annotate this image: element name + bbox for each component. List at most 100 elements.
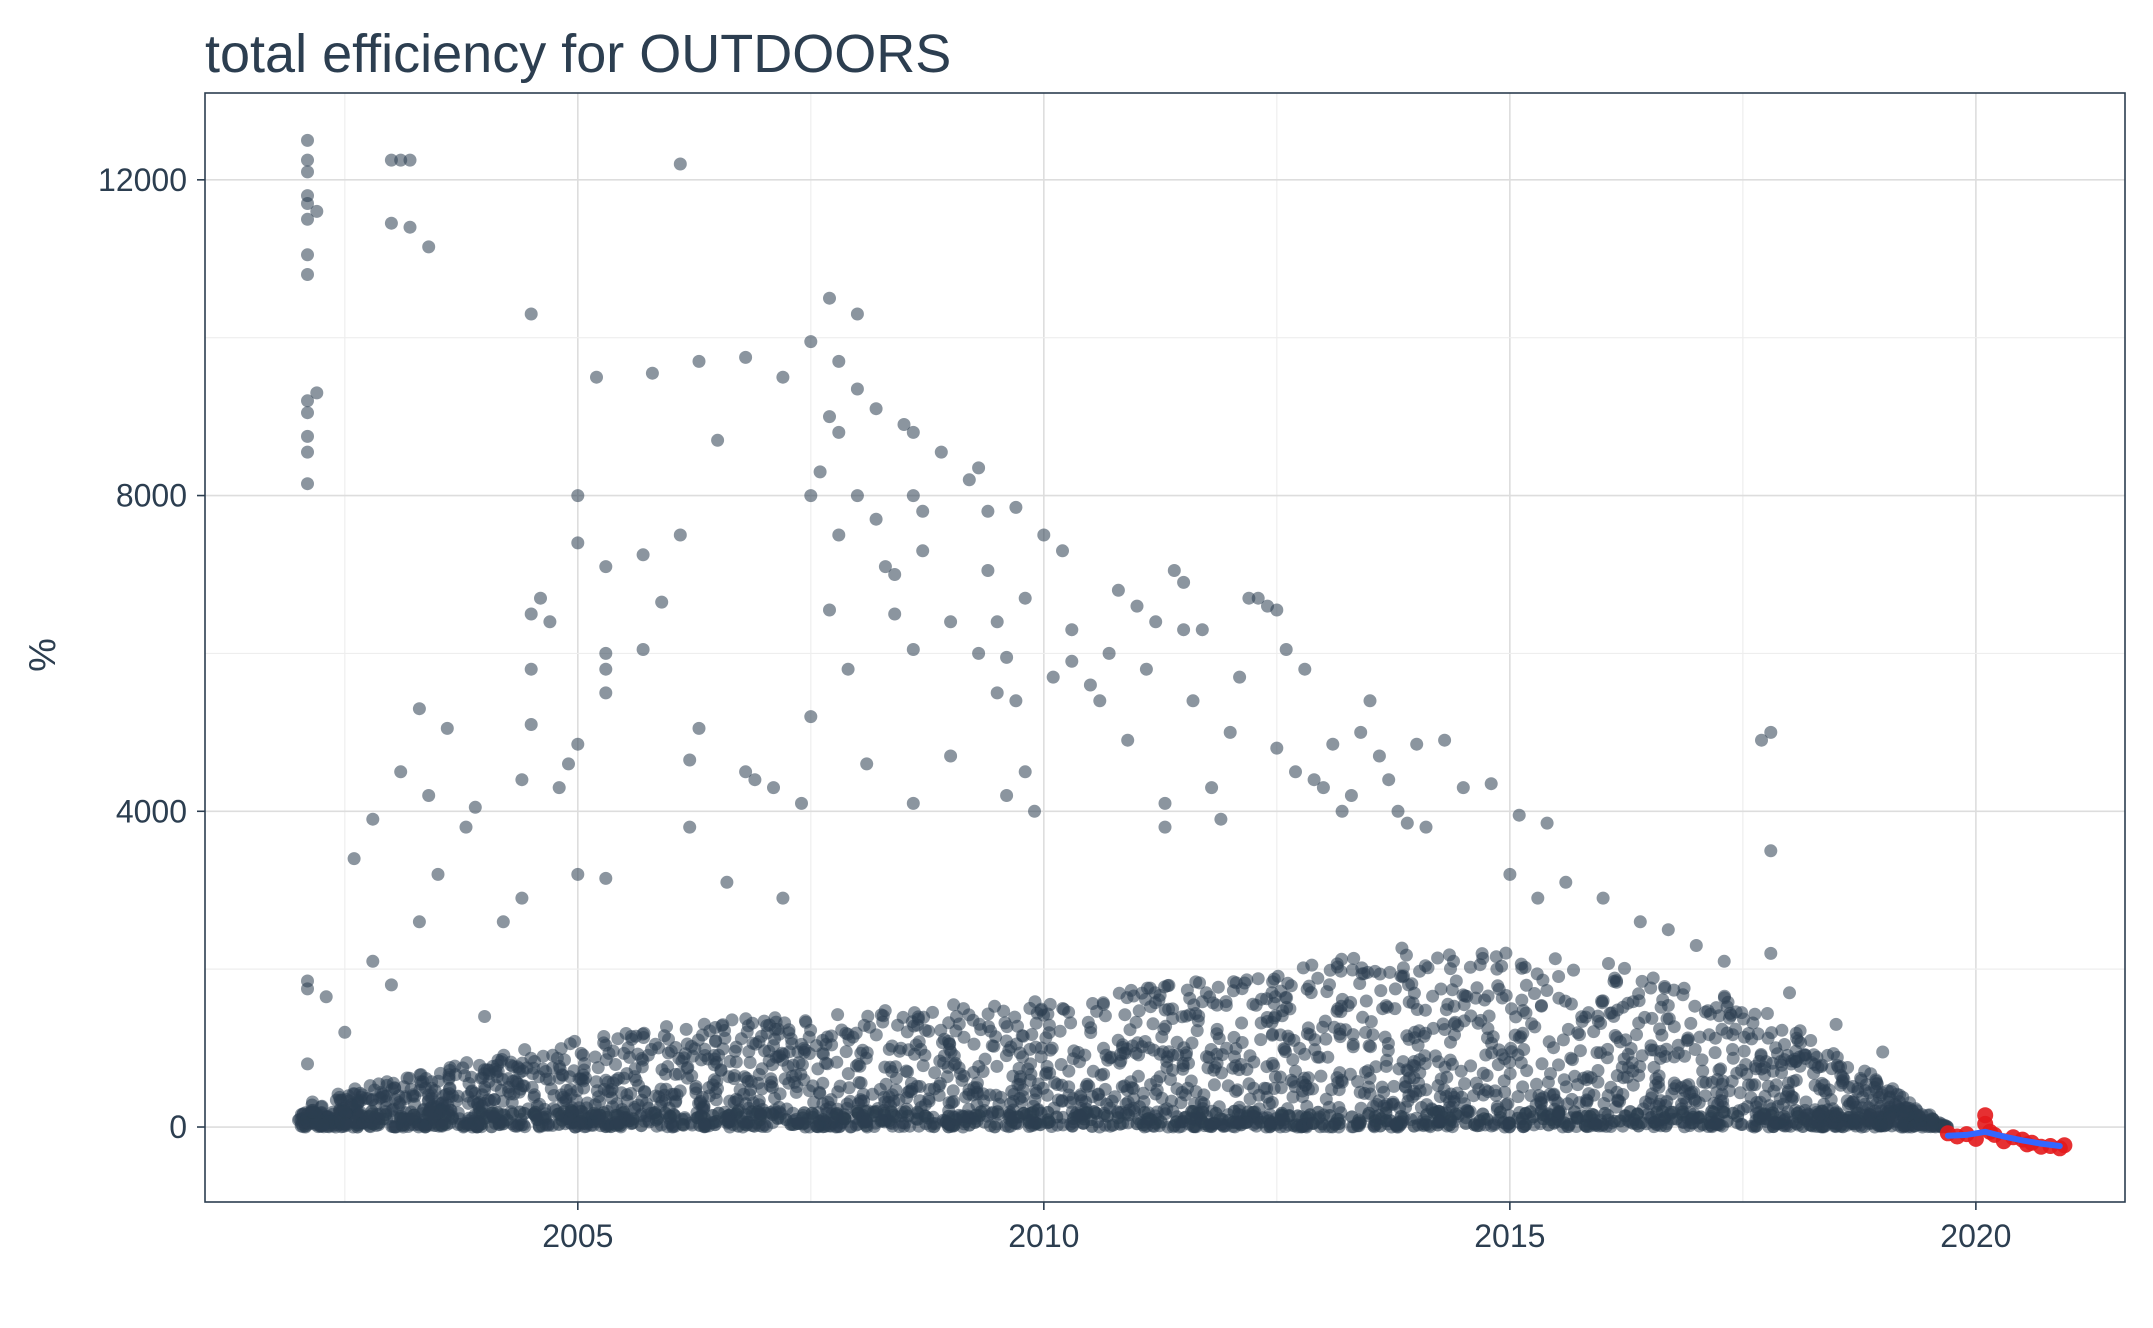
observed-point <box>1519 1118 1533 1132</box>
observed-point <box>664 1044 678 1058</box>
observed-point <box>1233 670 1247 684</box>
observed-point <box>683 820 697 834</box>
observed-point <box>804 489 818 503</box>
observed-point <box>832 354 846 368</box>
observed-point <box>1516 1080 1530 1094</box>
observed-point <box>306 1095 319 1109</box>
observed-point <box>1783 986 1796 1000</box>
observed-point <box>1148 996 1162 1010</box>
observed-point <box>1376 1002 1390 1016</box>
observed-point <box>437 1089 451 1103</box>
observed-point <box>988 999 1002 1013</box>
observed-point <box>1260 992 1274 1006</box>
observed-point <box>412 702 426 716</box>
observed-point <box>1270 741 1284 755</box>
observed-point <box>891 1018 905 1032</box>
observed-point <box>1688 999 1702 1013</box>
observed-point <box>1364 1040 1377 1054</box>
observed-point <box>477 1067 491 1081</box>
observed-point <box>1211 980 1225 994</box>
observed-point <box>1305 958 1319 972</box>
observed-point <box>1835 1074 1849 1088</box>
observed-point <box>1326 737 1340 751</box>
observed-point <box>709 1114 723 1128</box>
observed-point <box>1314 1069 1328 1083</box>
observed-point <box>1170 1082 1184 1096</box>
observed-point <box>1633 915 1647 929</box>
observed-point <box>331 1087 345 1101</box>
observed-point <box>1607 1009 1621 1023</box>
observed-point <box>1192 1009 1206 1023</box>
observed-point <box>658 1088 671 1102</box>
observed-point <box>1671 1046 1685 1060</box>
observed-point <box>1065 654 1079 668</box>
observed-point <box>1034 1050 1048 1064</box>
observed-point <box>1300 1027 1314 1041</box>
observed-point <box>1405 977 1419 991</box>
observed-point <box>1167 564 1181 577</box>
observed-point <box>500 1113 514 1127</box>
observed-point <box>772 1027 786 1041</box>
observed-point <box>1176 1056 1190 1070</box>
observed-point <box>1618 1109 1632 1123</box>
observed-point <box>1789 1044 1803 1058</box>
observed-point <box>854 1093 868 1107</box>
observed-point <box>1591 1075 1605 1089</box>
observed-point <box>782 1023 796 1037</box>
observed-point <box>421 1107 435 1121</box>
observed-point <box>1688 1043 1702 1056</box>
observed-point <box>1676 1105 1690 1119</box>
observed-point <box>620 1088 634 1102</box>
observed-point <box>1552 970 1566 983</box>
observed-point <box>524 607 538 621</box>
observed-point <box>464 1070 478 1084</box>
observed-point <box>1821 1048 1835 1062</box>
observed-point <box>1567 963 1580 977</box>
observed-point <box>981 504 995 518</box>
observed-point <box>1120 991 1134 1005</box>
observed-point <box>587 1106 601 1120</box>
observed-point <box>804 1023 818 1037</box>
observed-point <box>972 1017 986 1031</box>
observed-point <box>878 1060 892 1074</box>
observed-point <box>1388 982 1402 996</box>
observed-point <box>1155 1091 1169 1105</box>
observed-point <box>367 1117 381 1131</box>
observed-point <box>515 891 529 905</box>
observed-point <box>366 954 380 968</box>
observed-point <box>1111 1033 1125 1047</box>
observed-point <box>394 765 408 779</box>
observed-point <box>1635 974 1649 988</box>
observed-point <box>1479 1048 1493 1062</box>
observed-point <box>1227 975 1241 989</box>
observed-point <box>1408 1031 1422 1045</box>
observed-point <box>1394 969 1408 983</box>
observed-point <box>1749 1119 1763 1133</box>
observed-point <box>379 1108 393 1122</box>
observed-point <box>1189 1085 1203 1099</box>
observed-point <box>1352 1113 1366 1127</box>
observed-point <box>1155 1030 1169 1044</box>
observed-point <box>1654 1000 1668 1014</box>
observed-point <box>776 891 790 905</box>
observed-point <box>1148 986 1162 1000</box>
observed-point <box>1559 875 1573 889</box>
observed-point <box>1270 603 1284 617</box>
y-axis-title: % <box>22 638 64 672</box>
observed-point <box>1745 1078 1759 1092</box>
observed-point <box>1102 646 1116 660</box>
observed-point <box>1300 982 1314 996</box>
observed-point <box>658 1106 672 1120</box>
observed-point <box>1048 1076 1062 1090</box>
observed-point <box>546 1048 560 1062</box>
observed-point <box>1791 1110 1805 1123</box>
observed-point <box>1100 1109 1114 1123</box>
observed-point <box>804 335 818 349</box>
observed-point <box>676 1118 690 1132</box>
observed-point <box>1118 1008 1132 1022</box>
observed-point <box>1764 844 1778 858</box>
observed-point <box>723 1094 737 1108</box>
observed-point <box>886 1108 900 1122</box>
observed-point <box>795 796 808 810</box>
observed-point <box>1210 1027 1224 1041</box>
